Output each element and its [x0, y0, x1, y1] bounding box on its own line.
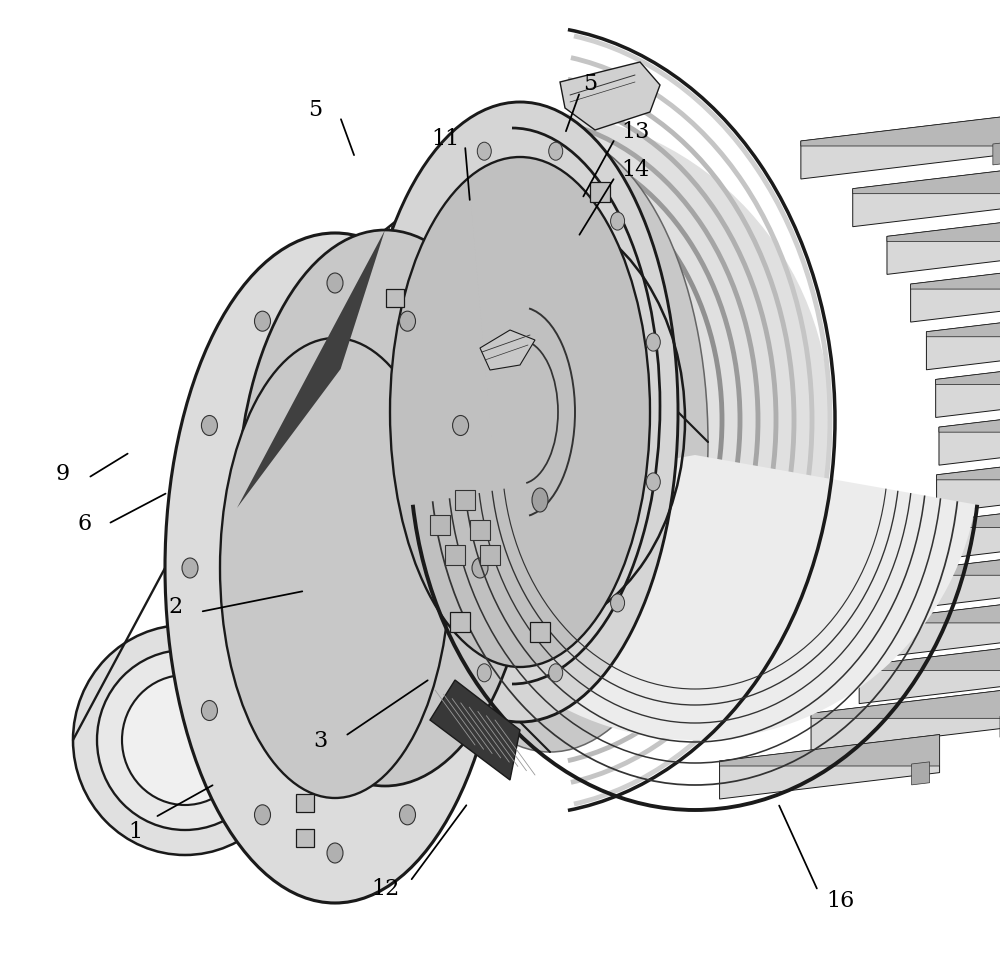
Text: 13: 13 [621, 120, 649, 143]
Text: 3: 3 [313, 729, 327, 752]
Bar [590, 182, 610, 202]
Polygon shape [853, 163, 1000, 194]
Ellipse shape [122, 675, 248, 805]
Polygon shape [891, 593, 1000, 656]
Polygon shape [480, 330, 535, 370]
Ellipse shape [165, 233, 505, 903]
Text: 9: 9 [56, 463, 70, 486]
Polygon shape [939, 403, 1000, 466]
Polygon shape [430, 680, 520, 780]
Ellipse shape [237, 230, 533, 786]
Polygon shape [926, 307, 1000, 337]
Polygon shape [560, 62, 660, 130]
Ellipse shape [400, 312, 416, 331]
Text: 6: 6 [78, 512, 92, 535]
Polygon shape [993, 141, 1000, 164]
Ellipse shape [220, 338, 450, 798]
Polygon shape [887, 210, 1000, 274]
Ellipse shape [611, 212, 625, 230]
Ellipse shape [532, 488, 548, 512]
Bar [530, 622, 550, 642]
Bar [480, 545, 500, 565]
Ellipse shape [453, 416, 469, 436]
Polygon shape [720, 734, 940, 766]
Text: 5: 5 [583, 73, 597, 96]
Polygon shape [891, 593, 1000, 623]
Ellipse shape [97, 650, 273, 830]
Polygon shape [914, 545, 1000, 608]
Polygon shape [859, 640, 1000, 704]
Ellipse shape [254, 312, 270, 331]
Ellipse shape [477, 142, 491, 161]
Text: 12: 12 [371, 878, 399, 901]
Bar [296, 794, 314, 812]
Polygon shape [237, 230, 385, 508]
Polygon shape [928, 498, 1000, 560]
Text: 16: 16 [826, 889, 854, 912]
Polygon shape [801, 115, 1000, 146]
Bar [445, 545, 465, 565]
Polygon shape [936, 355, 1000, 418]
Ellipse shape [392, 132, 708, 752]
Ellipse shape [327, 273, 343, 293]
Bar [450, 612, 470, 632]
Bar [455, 490, 475, 510]
Ellipse shape [201, 416, 217, 436]
Bar [386, 289, 404, 307]
Polygon shape [811, 687, 1000, 718]
Wedge shape [520, 111, 830, 728]
Polygon shape [801, 115, 1000, 179]
Wedge shape [414, 455, 976, 740]
Ellipse shape [254, 805, 270, 825]
Polygon shape [928, 498, 1000, 528]
Polygon shape [859, 640, 1000, 670]
Ellipse shape [549, 142, 563, 161]
Polygon shape [911, 259, 1000, 289]
Ellipse shape [472, 558, 488, 578]
Polygon shape [720, 734, 940, 799]
Bar [470, 520, 490, 540]
Ellipse shape [182, 558, 198, 578]
Ellipse shape [646, 333, 660, 351]
Polygon shape [887, 210, 1000, 241]
Text: 5: 5 [308, 98, 322, 121]
Ellipse shape [390, 157, 650, 667]
Polygon shape [937, 450, 1000, 480]
Ellipse shape [362, 102, 678, 722]
Ellipse shape [73, 625, 297, 855]
Ellipse shape [611, 594, 625, 612]
Ellipse shape [453, 701, 469, 721]
Polygon shape [811, 687, 1000, 751]
Polygon shape [936, 355, 1000, 384]
Ellipse shape [549, 663, 563, 682]
Ellipse shape [400, 805, 416, 825]
Polygon shape [912, 762, 930, 785]
Text: 2: 2 [168, 596, 182, 619]
Text: 11: 11 [431, 127, 459, 150]
Polygon shape [914, 545, 1000, 576]
Ellipse shape [477, 663, 491, 682]
Text: 1: 1 [128, 820, 142, 843]
Bar [296, 829, 314, 847]
Ellipse shape [201, 701, 217, 721]
Ellipse shape [646, 473, 660, 490]
Polygon shape [853, 163, 1000, 227]
Text: 14: 14 [621, 159, 649, 182]
Ellipse shape [327, 843, 343, 863]
Polygon shape [939, 403, 1000, 432]
Bar [430, 515, 450, 535]
Polygon shape [926, 307, 1000, 370]
Polygon shape [937, 450, 1000, 512]
Polygon shape [911, 259, 1000, 322]
